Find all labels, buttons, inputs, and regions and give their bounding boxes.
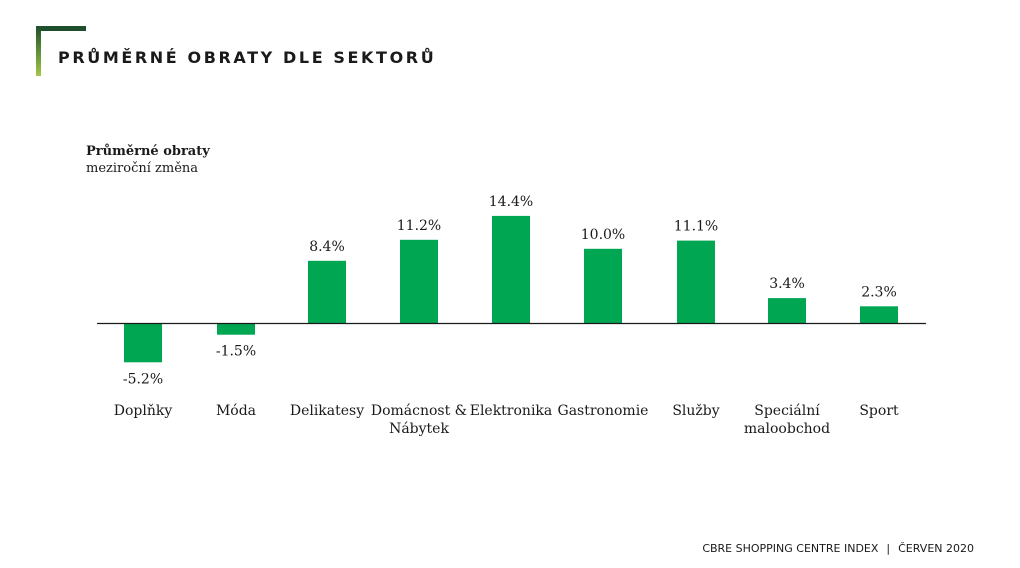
footer: CBRE SHOPPING CENTRE INDEX | ČERVEN 2020 xyxy=(702,542,974,555)
chart-subtitle: meziroční změna xyxy=(86,161,199,176)
data-label-2: 8.4% xyxy=(309,239,345,255)
category-label-6: Služby xyxy=(672,403,719,419)
bar-7 xyxy=(768,298,806,324)
data-label-6: 11.1% xyxy=(674,219,718,235)
category-label-1: Móda xyxy=(216,403,256,419)
data-label-1: -1.5% xyxy=(216,344,256,360)
chart-heading: Průměrné obraty meziroční změna xyxy=(86,143,210,177)
data-label-8: 2.3% xyxy=(861,284,897,300)
corner-bracket-decoration xyxy=(36,26,86,76)
category-label-5: Gastronomie xyxy=(558,403,649,419)
data-label-5: 10.0% xyxy=(581,227,625,243)
category-label-7: Speciální maloobchod xyxy=(744,403,830,437)
bar-8 xyxy=(860,306,898,324)
category-label-2: Delikatesy xyxy=(290,403,364,419)
footer-separator: | xyxy=(886,542,891,555)
bar-0 xyxy=(124,323,162,363)
page-title: PRŮMĚRNÉ OBRATY DLE SEKTORŮ xyxy=(58,48,437,67)
data-label-3: 11.2% xyxy=(397,218,441,234)
footer-source: CBRE SHOPPING CENTRE INDEX xyxy=(702,542,879,555)
bar-6 xyxy=(677,240,715,324)
data-label-4: 14.4% xyxy=(489,194,533,210)
bar-2 xyxy=(308,260,346,324)
bar-1 xyxy=(217,323,255,335)
category-label-0: Doplňky xyxy=(114,403,173,419)
bar-3 xyxy=(400,239,438,324)
category-label-4: Elektronika xyxy=(470,403,553,419)
bar-4 xyxy=(492,215,530,324)
chart-title: Průměrné obraty xyxy=(86,144,210,159)
bracket-left-bar xyxy=(36,26,41,76)
data-label-0: -5.2% xyxy=(123,371,163,387)
data-label-7: 3.4% xyxy=(769,276,805,292)
category-label-8: Sport xyxy=(859,403,899,419)
bracket-top-bar xyxy=(36,26,86,31)
bar-5 xyxy=(584,248,622,324)
footer-date: ČERVEN 2020 xyxy=(898,542,974,555)
category-label-3: Domácnost & Nábytek xyxy=(371,403,467,437)
